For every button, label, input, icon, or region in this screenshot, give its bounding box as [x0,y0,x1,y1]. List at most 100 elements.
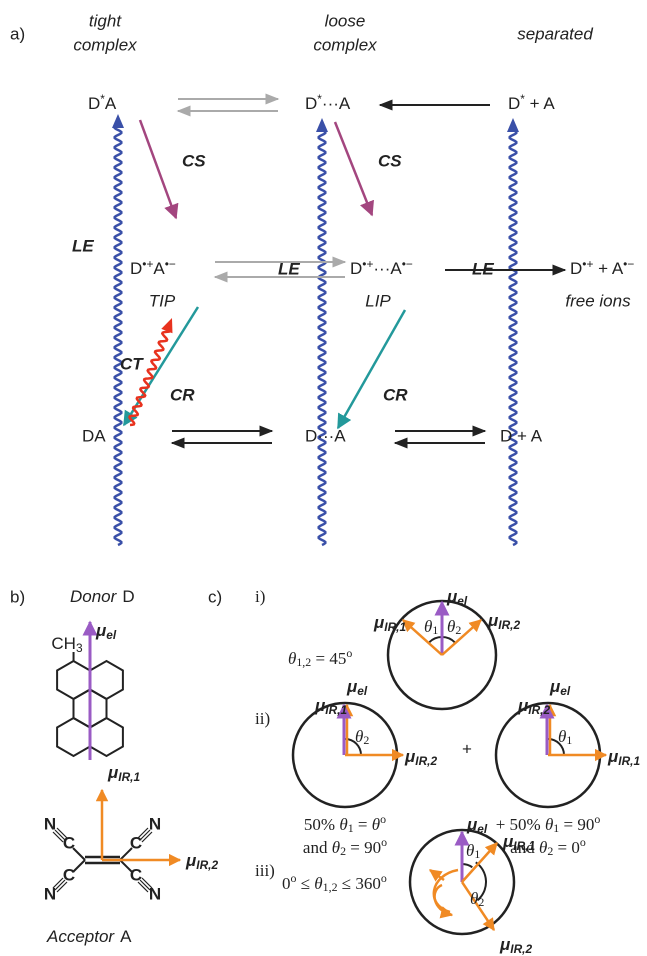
header: tight [89,11,122,30]
bond [139,879,151,891]
process-label: LE [472,259,494,278]
text-part: D [88,94,100,113]
text-part: •+ [582,257,593,271]
text-part: θ [558,727,566,746]
text-part: •− [623,257,634,271]
caption: and θ2 = 0o [510,835,586,858]
text-part: θ [466,841,474,860]
text-part: D [122,587,134,606]
angle-label: θ2 [447,617,461,637]
text-part: el [106,628,117,642]
mu-label: μIR,2 [185,851,218,871]
process-label: LE [72,236,94,255]
text-part: o [580,835,586,849]
process-label: CS [378,151,402,170]
ring [89,716,124,758]
mu-ir-arrow [461,842,498,883]
angle-label: θ1 [424,617,438,637]
mu-label: μIR,2 [517,696,550,716]
ct-arrow [128,328,173,427]
text-part: θ [288,649,296,668]
text-part: IR,1 [513,839,535,853]
text-part: μ [446,587,458,606]
process-label: CS [182,151,206,170]
mu-label: μIR,2 [404,747,437,767]
header: separated [517,24,593,43]
ring [56,716,91,758]
text-part: o [346,646,352,660]
le-arrow [508,127,518,547]
angle-arc [475,861,487,902]
bond [52,877,64,889]
text-part: D [350,259,362,278]
text-part: A [105,94,117,113]
text-part: μ [107,763,119,782]
caption: + 50% θ1 = 90o [496,812,601,835]
bond [72,847,86,861]
bond [141,831,153,843]
text-part: 1,2 [323,880,338,894]
text-part: θ [539,838,547,857]
rotation-arrow [433,883,454,919]
text-part: el [457,594,468,608]
panel-label: a) [10,24,25,43]
text-part: ···A [322,94,351,113]
atom: C [63,865,75,884]
text-part: ≤ [296,874,314,893]
text-part: * [520,92,525,106]
text-part: + 50% [496,815,545,834]
cr-arrow [336,309,407,430]
caption: and θ2 = 90o [303,835,387,858]
angle-label: θ2 [355,727,369,747]
pair-label: free ions [565,291,631,310]
text-part: IR,2 [528,703,550,717]
panel-label: b) [10,587,25,606]
le-arrow-head [316,118,328,132]
text-part: μ [373,613,385,632]
text-part: θ [332,838,340,857]
process-label: CR [170,385,195,404]
text-part: μ [314,696,326,715]
state: D* + A [508,92,555,114]
condition: θ1,2 = 45o [288,646,352,669]
text-part: = 90 [346,838,381,857]
pair-label: LIP [365,291,391,310]
text-part: μ [549,677,561,696]
mu-label: μIR,1 [502,832,535,852]
methyl-label: CH3 [51,634,83,654]
bond [141,877,153,889]
text-part: μ [502,832,514,851]
state: D + A [500,426,543,445]
text-part: IR,1 [325,703,347,717]
acceptor-label: Acceptor A [46,927,132,946]
le-arrow-head [112,114,124,128]
sub-label: i) [255,587,265,606]
bond [139,829,151,841]
cs-arrow [138,119,179,220]
bond [119,859,133,873]
text-part: 2 [547,844,553,858]
text-part: o [291,871,297,885]
atom: C [130,833,142,852]
text-part: μ [499,935,511,954]
state: D*···A [305,92,351,114]
circle [408,828,516,936]
text-part: μ [346,677,358,696]
bond [119,847,133,861]
angle-label: θ2 [470,889,484,909]
text-part: •+ [362,257,373,271]
text-part: θ [339,815,347,834]
text-part: θ [447,617,455,636]
text-part: μ [95,621,107,640]
text-part: el [357,684,368,698]
text-part: θ [372,815,380,834]
text-part: •+ [142,257,153,271]
le-arrow-head [507,118,519,132]
ct-arrow-head [161,318,173,334]
mu-label: μel [446,587,468,607]
header: loose [325,11,366,30]
state: D*A [88,92,117,114]
text-part: θ [314,874,322,893]
angle-label: θ1 [466,841,480,861]
plus: + [462,739,472,758]
